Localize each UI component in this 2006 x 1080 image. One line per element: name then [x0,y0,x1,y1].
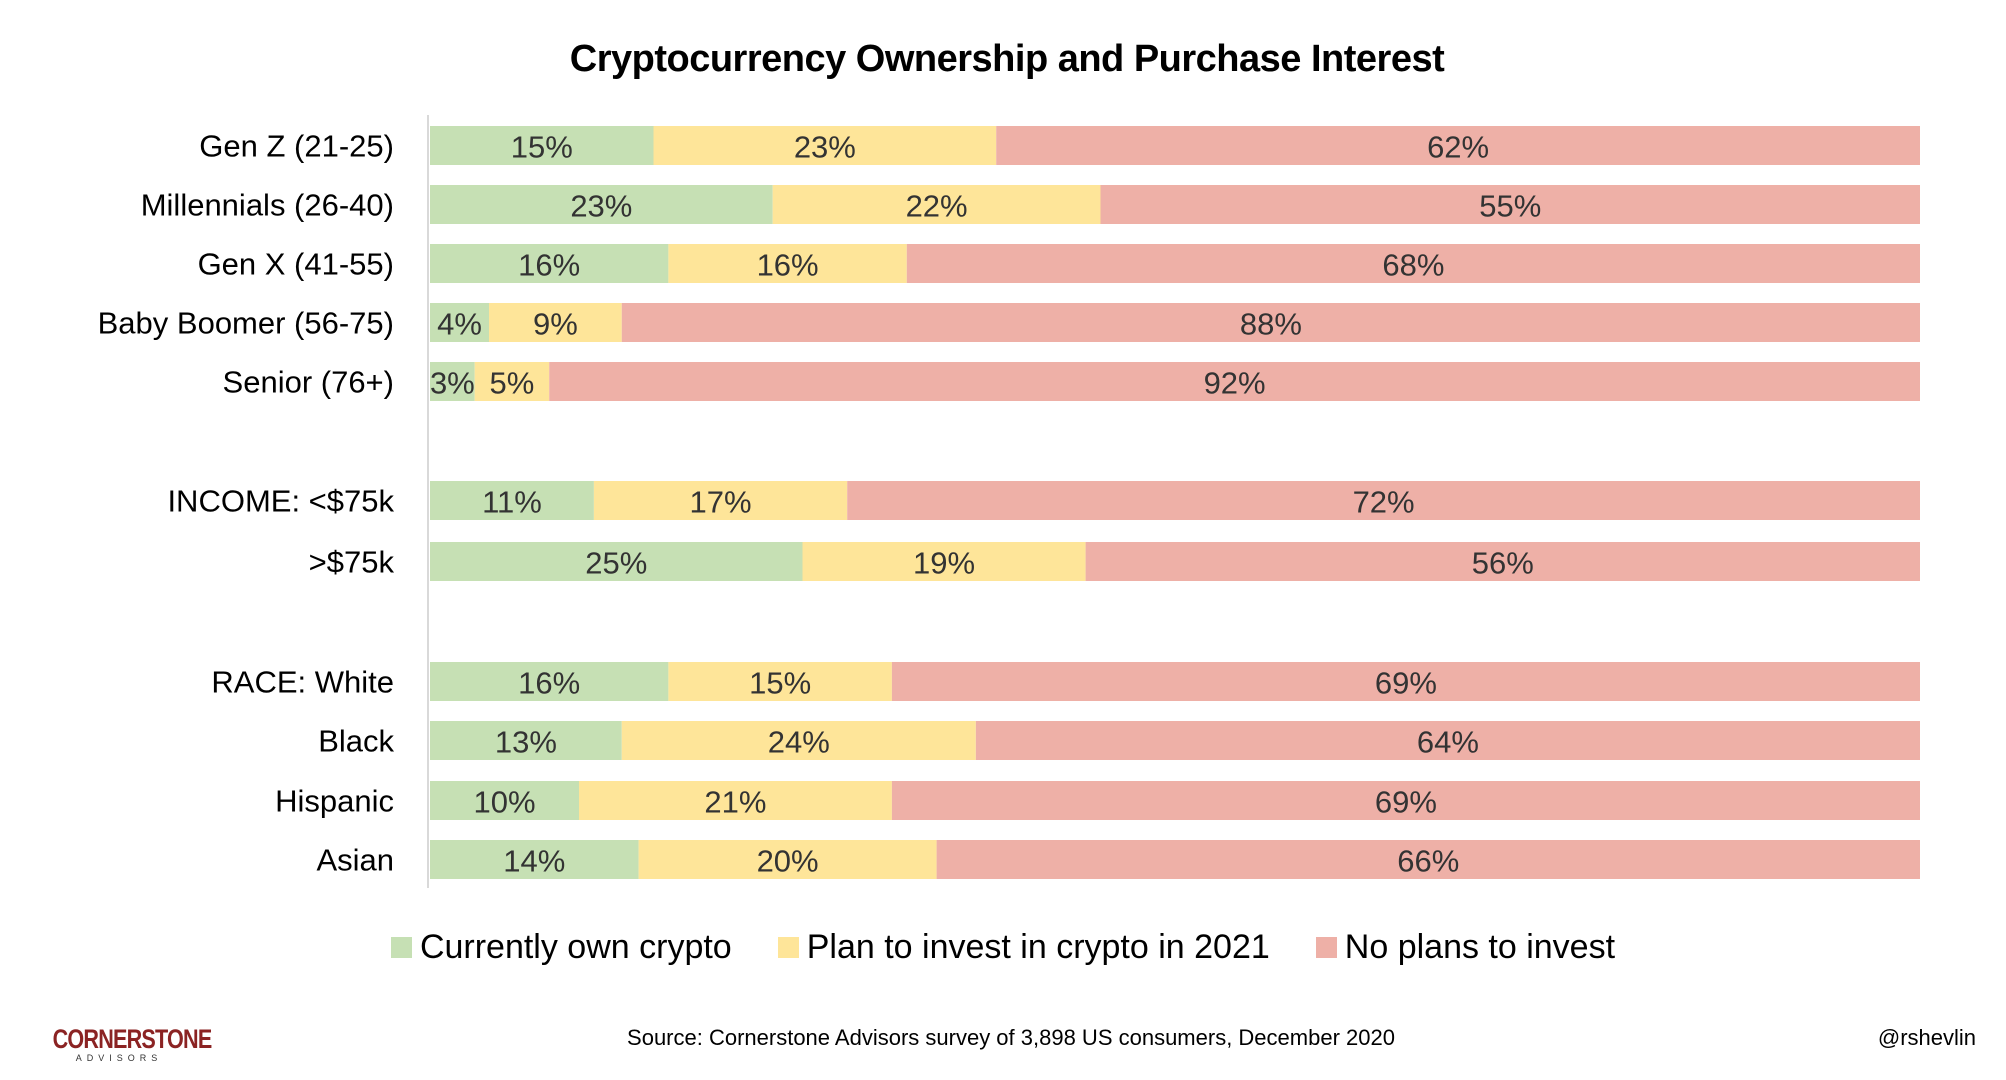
chart-title: Cryptocurrency Ownership and Purchase In… [569,38,1445,80]
data-label: 68% [1382,248,1444,283]
bar-segment [430,840,639,879]
bar-segment [906,244,1920,283]
data-label: 88% [1240,307,1302,342]
data-label: 14% [503,844,565,879]
data-label: 11% [482,485,542,520]
bar-segment [638,840,937,879]
data-label: 16% [518,666,580,701]
data-label: 64% [1417,725,1479,760]
bar-segment [430,781,579,820]
data-label: 4% [437,307,482,342]
legend-swatch-no-plans [1315,937,1337,958]
data-label: 16% [757,248,819,283]
bar-segment [430,303,490,342]
legend-label-plan: Plan to invest in crypto in 2021 [806,928,1270,966]
bar-segment [975,721,1920,760]
data-label: 15% [749,666,811,701]
legend-item-own: Currently own crypto [390,928,732,967]
bar-segment [621,721,976,760]
bar-segment [936,840,1920,879]
bar-segment [593,481,848,520]
bar-segment [474,362,550,401]
bar-segment [549,362,1921,401]
bar-segment [653,126,997,165]
bar-segment [668,244,907,283]
bar-segment [847,481,1921,520]
data-label: 24% [768,725,830,760]
bar-segment [430,185,773,224]
category-label: RACE: White [211,665,394,700]
data-label: 66% [1397,844,1459,879]
category-label: Gen X (41-55) [198,247,394,282]
category-label: Hispanic [275,784,394,819]
category-label: >$75k [309,545,395,580]
bar-segment [430,542,803,581]
bar-segment [430,126,654,165]
data-label: 21% [704,785,766,820]
data-label: 55% [1479,189,1541,224]
data-label: 9% [533,307,578,342]
bar-segment [430,362,475,401]
legend: Currently own crypto Plan to invest in c… [0,928,2006,967]
bar-segment [891,781,1920,820]
legend-swatch-plan [777,937,799,958]
data-label: 13% [495,725,557,760]
bar-segment [430,662,669,701]
bar-segment [579,781,892,820]
data-label: 92% [1204,366,1266,401]
data-label: 72% [1353,485,1415,520]
bar-segment [772,185,1101,224]
data-label: 10% [473,785,535,820]
legend-item-plan: Plan to invest in crypto in 2021 [777,928,1270,967]
data-label: 23% [794,130,856,165]
legend-swatch-own [390,937,412,958]
category-label: Millennials (26-40) [141,188,394,223]
data-label: 16% [518,248,580,283]
bar-segment [891,662,1920,701]
bar-segment [1100,185,1920,224]
author-handle: @rshevlin [1877,1025,1976,1050]
stacked-bar-chart: Gen Z (21-25) 15% 23% 62% Millennials (26-40… [98,115,1921,888]
bar-segment [668,662,892,701]
logo-subtext: ADVISORS [75,1053,163,1063]
category-label: INCOME: <$75k [167,484,394,519]
bar-segment [621,303,1920,342]
legend-label-own: Currently own crypto [419,928,732,966]
data-label: 17% [690,485,752,520]
data-label: 56% [1472,546,1534,581]
bar-segment [996,126,1920,165]
bar-segment [802,542,1086,581]
data-label: 5% [490,366,535,401]
data-label: 25% [585,546,647,581]
bar-segment [489,303,622,342]
category-label: Gen Z (21-25) [199,129,394,164]
legend-item-no-plans: No plans to invest [1315,928,1616,967]
category-label: Asian [316,843,394,878]
data-label: 23% [570,189,632,224]
category-label: Black [318,724,394,759]
bar-segment [430,481,594,520]
data-label: 22% [906,189,968,224]
bar-segment [430,721,622,760]
data-label: 3% [430,366,475,401]
bar-segment [430,244,669,283]
category-label: Senior (76+) [223,365,394,400]
data-label: 19% [913,546,975,581]
bar-segment [1085,542,1920,581]
data-label: 69% [1375,785,1437,820]
data-label: 15% [511,130,573,165]
data-label: 20% [757,844,819,879]
data-label: 62% [1427,130,1489,165]
source-note: Source: Cornerstone Advisors survey of 3… [627,1025,1395,1050]
legend-label-no-plans: No plans to invest [1344,928,1616,966]
category-label: Baby Boomer (56-75) [98,306,394,341]
data-label: 69% [1375,666,1437,701]
cornerstone-logo: CORNERSTONE ADVISORS [36,1024,213,1063]
